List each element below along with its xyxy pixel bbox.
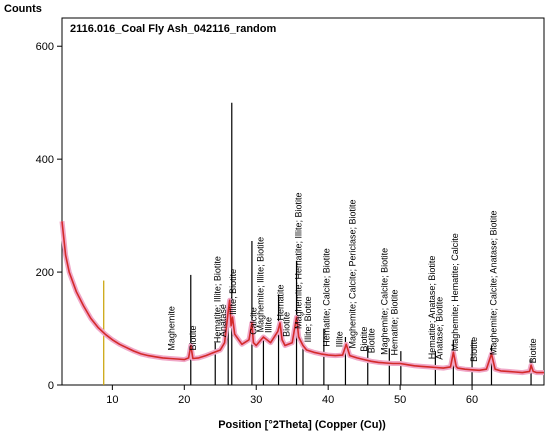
y-tick-label: 600 (36, 41, 54, 53)
phase-annotation: Hematite; Biotite (389, 289, 399, 355)
y-tick-label: 0 (48, 380, 54, 392)
phase-annotation: Biotite (282, 312, 292, 337)
phase-annotation: Maghemite; Illite; Biotite (256, 237, 266, 333)
x-tick-label: 50 (394, 394, 406, 406)
phase-annotation: Anatase; Biotite (435, 297, 445, 360)
phase-annotation: Maghemite; Calcite; Periclase; Biotite (348, 199, 358, 348)
phase-annotation: Hematite; Calcite; Biotite (322, 248, 332, 347)
y-tick-label: 200 (36, 267, 54, 279)
phase-annotation: Biotite (528, 338, 538, 363)
x-tick-label: 20 (178, 394, 190, 406)
phase-annotation: Maghemite; Calcite; Anatase; Biotite (489, 211, 499, 356)
phase-annotation: Biotite (469, 337, 479, 362)
phase-annotation: Calcite (248, 307, 258, 335)
x-tick-label: 30 (250, 394, 262, 406)
phase-annotation: Illite (264, 317, 274, 333)
phase-annotation: Maghemite; Calcite; Biotite (379, 248, 389, 355)
phase-annotation: Illite; Biotite (228, 269, 238, 315)
phase-annotation: Biotite (366, 328, 376, 353)
x-tick-label: 40 (322, 394, 334, 406)
phase-annotation: Illite; Biotite (303, 296, 313, 342)
x-axis-label: Position [°2Theta] (Copper (Cu)) (218, 419, 386, 431)
phase-annotation: Hematite; Anatase; Biotite (427, 256, 437, 360)
x-tick-label: 10 (106, 394, 118, 406)
phase-annotation: Maghemite; Hematite; Calcite (450, 233, 460, 351)
phase-annotation: Maghemite (166, 306, 176, 351)
x-tick-label: 60 (466, 394, 478, 406)
phase-annotation: Illite (335, 331, 345, 347)
y-tick-label: 400 (36, 154, 54, 166)
phase-annotation: Maghemite; Hematite; Illite; Biotite (294, 192, 304, 329)
phase-annotation: Biotite (188, 325, 198, 350)
annotation-layer: Illite; Biotite Biotite Maghemite Hematite;… (166, 192, 538, 363)
phase-annotation: Hematite (276, 284, 286, 320)
phase-annotation: Biotite (359, 327, 369, 352)
y-axis-label: Counts (4, 3, 42, 15)
chart-title: 2116.016_Coal Fly Ash_042116_random (70, 23, 276, 35)
phase-annotation: Anatase (218, 304, 228, 337)
pattern-line (61, 221, 544, 374)
phase-annotation: Hematite; Illite; Biotite (212, 256, 222, 343)
plot-layer (59, 102, 544, 385)
